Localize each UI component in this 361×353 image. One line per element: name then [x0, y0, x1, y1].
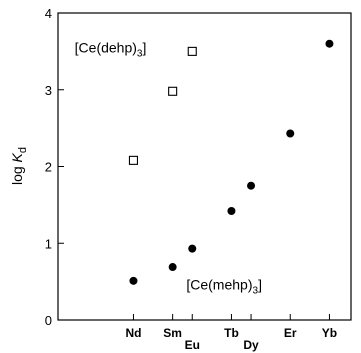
- plot-frame: [57, 12, 352, 321]
- series-open-square: [128, 46, 197, 165]
- x-tick-label-sm: Sm: [163, 326, 182, 340]
- annotations: [Ce(dehp)3] [Ce(mehp)3]: [75, 40, 262, 297]
- y-tick-label-2: 2: [45, 160, 52, 175]
- y-axis-title-base: log: [9, 162, 25, 185]
- x-tick-label-yb: Yb: [322, 326, 337, 340]
- point-circle-eu: [188, 244, 197, 253]
- point-circle-nd: [129, 276, 138, 285]
- point-circle-dy: [247, 181, 256, 190]
- y-tick-label-0: 0: [45, 313, 52, 328]
- data-series: [128, 39, 334, 285]
- y-axis-title-subscript: d: [17, 147, 29, 153]
- x-tick-label-nd: Nd: [125, 326, 141, 340]
- y-tick-label-4: 4: [45, 6, 52, 21]
- point-circle-er: [286, 129, 295, 138]
- y-axis-title-symbol: K: [9, 152, 25, 162]
- y-tick-label-3: 3: [45, 83, 52, 98]
- y-axis: 0 1 2 3 4: [45, 6, 64, 328]
- annotation-label-2: [Ce(mehp)3]: [186, 277, 262, 297]
- point-circle-sm: [168, 263, 177, 272]
- series-filled-circle: [129, 39, 334, 285]
- point-circle-yb: [325, 39, 334, 48]
- point-square-eu: [187, 46, 197, 56]
- x-tick-label-er: Er: [284, 326, 297, 340]
- y-axis-title: log Kd: [9, 147, 29, 185]
- point-circle-tb: [227, 207, 236, 216]
- x-tick-label-dy: Dy: [243, 338, 259, 352]
- x-tick-label-tb: Tb: [224, 326, 239, 340]
- x-tick-label-eu: Eu: [185, 338, 200, 352]
- point-square-nd: [128, 155, 139, 165]
- point-square-sm: [168, 86, 178, 96]
- annotation-label-1: [Ce(dehp)3]: [75, 40, 147, 60]
- y-tick-label-1: 1: [45, 236, 52, 251]
